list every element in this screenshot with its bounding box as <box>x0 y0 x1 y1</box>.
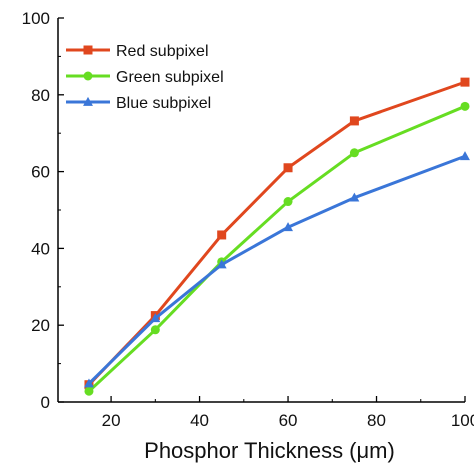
x-tick-label: 60 <box>279 411 298 430</box>
data-point <box>349 192 360 202</box>
legend-item: Green subpixel <box>66 69 224 86</box>
legend-label: Blue subpixel <box>116 95 211 112</box>
series-circle <box>84 101 470 396</box>
legend-item: Red subpixel <box>66 43 209 60</box>
legend-label: Green subpixel <box>116 69 224 86</box>
data-point <box>84 386 94 396</box>
ticks: 20 40 60 80 100 0 20 40 60 80 100 <box>22 9 474 430</box>
data-point <box>349 116 359 126</box>
x-tick-label: 20 <box>102 411 121 430</box>
legend: Red subpixel Green subpixel Blue subpixel <box>66 43 224 112</box>
x-tick-label: 40 <box>190 411 209 430</box>
y-tick-label: 20 <box>31 316 50 335</box>
series-line <box>87 104 466 393</box>
data-point <box>217 230 227 240</box>
data-point <box>349 148 359 158</box>
data-point <box>150 325 160 335</box>
series <box>84 77 470 396</box>
x-tick-label: 80 <box>367 411 386 430</box>
legend-swatch-marker <box>83 45 93 55</box>
legend-item: Blue subpixel <box>66 95 211 112</box>
y-tick-label: 100 <box>22 9 50 28</box>
y-tick-label: 60 <box>31 163 50 182</box>
x-tick-label: 100 <box>451 411 474 430</box>
data-point <box>283 197 293 207</box>
legend-swatch-marker <box>83 96 93 106</box>
legend-label: Red subpixel <box>116 43 209 60</box>
legend-swatch-marker <box>83 71 93 81</box>
data-point <box>460 77 470 87</box>
y-tick-label: 80 <box>31 86 50 105</box>
series-triangle <box>84 151 470 388</box>
data-point <box>216 259 227 269</box>
data-point <box>460 151 470 161</box>
data-point <box>150 313 161 323</box>
data-point <box>283 222 293 232</box>
series-line <box>87 154 466 385</box>
data-point <box>84 378 94 388</box>
y-tick-label: 40 <box>31 239 50 258</box>
data-point <box>460 101 470 111</box>
y-tick-label: 0 <box>41 393 50 412</box>
data-point <box>283 163 293 173</box>
x-axis-title: Phosphor Thickness (μm) <box>144 438 395 463</box>
